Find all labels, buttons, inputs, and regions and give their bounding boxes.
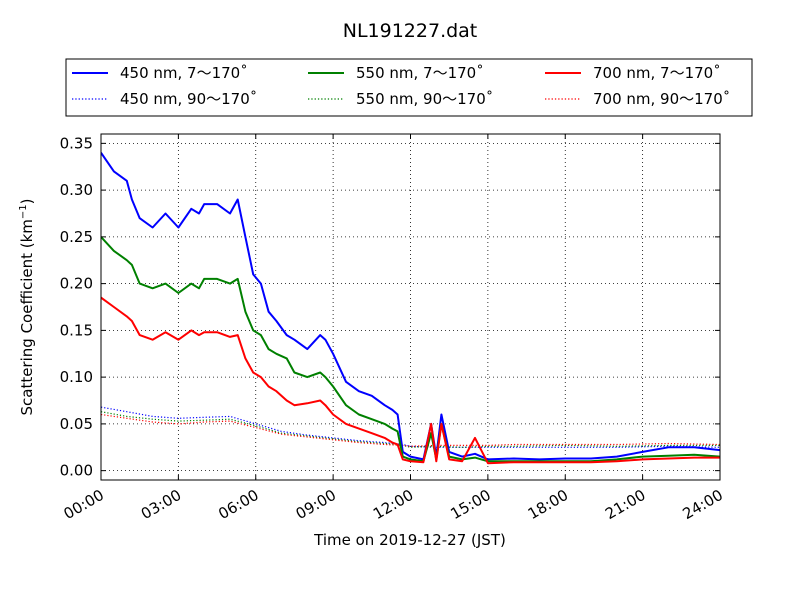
y-tick-label: 0.15: [60, 321, 93, 339]
series-line-4: [101, 411, 720, 448]
x-tick-label: 00:00: [61, 486, 107, 523]
legend-label: 700 nm, 90～170˚: [593, 90, 730, 108]
x-tick-label: 15:00: [447, 486, 493, 523]
series-layer: [101, 152, 720, 465]
y-axis-label: Scattering Coefficient (km−1): [18, 198, 36, 415]
x-axis-label: Time on 2019-12-27 (JST): [313, 531, 506, 549]
x-tick-labels: 00:00 03:00 06:00 09:00 12:00 15:00 18:00 21:00…: [61, 486, 726, 523]
series-line-0: [101, 152, 720, 461]
y-tick-label: 0.30: [60, 181, 93, 199]
legend-label: 700 nm, 7～170˚: [593, 64, 721, 82]
y-tick-label: 0.00: [60, 462, 93, 480]
x-tick-label: 24:00: [680, 486, 726, 523]
legend-label: 450 nm, 90～170˚: [120, 90, 257, 108]
y-axis-label-superscript: −1: [18, 204, 29, 219]
plot-area: [100, 133, 721, 481]
x-tick-label: 21:00: [602, 486, 648, 523]
x-tick-label: 06:00: [215, 486, 261, 523]
legend-label: 450 nm, 7～170˚: [120, 64, 248, 82]
series-line-2: [101, 296, 720, 465]
legend-frame: [65, 58, 753, 117]
series-line-3: [101, 406, 720, 448]
y-axis-label-main: Scattering Coefficient (km: [18, 219, 36, 415]
y-axis-label-close: ): [18, 198, 36, 204]
x-tick-label: 09:00: [293, 486, 339, 523]
y-tick-label: 0.35: [60, 134, 93, 152]
legend-label: 550 nm, 90～170˚: [356, 90, 493, 108]
series-line-1: [101, 236, 720, 463]
y-tick-label: 0.05: [60, 415, 93, 433]
y-tick-labels: 0.00 0.05 0.10 0.15 0.20 0.25 0.30 0.35: [60, 134, 93, 479]
grid: [101, 134, 720, 480]
y-tick-label: 0.20: [60, 275, 93, 293]
tick-marks: [100, 134, 721, 480]
x-tick-label: 12:00: [370, 486, 416, 523]
y-tick-label: 0.10: [60, 368, 93, 386]
plot-frame: [100, 133, 721, 481]
legend-label: 550 nm, 7～170˚: [356, 64, 484, 82]
y-tick-label: 0.25: [60, 228, 93, 246]
x-tick-label: 18:00: [525, 486, 571, 523]
chart-title: NL191227.dat: [343, 20, 478, 42]
legend: 450 nm, 7～170˚ 550 nm, 7～170˚ 700 nm, 7～17…: [65, 58, 753, 117]
x-tick-label: 03:00: [138, 486, 184, 523]
